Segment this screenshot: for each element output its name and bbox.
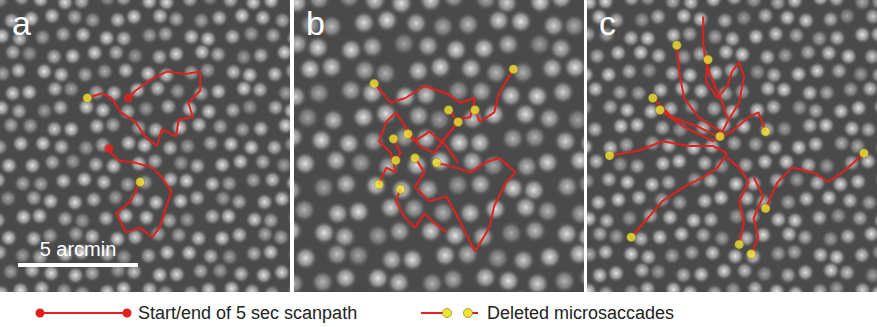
svg-text:b: b: [306, 4, 325, 42]
svg-text:Start/end of 5 sec scanpath: Start/end of 5 sec scanpath: [138, 303, 357, 323]
svg-text:a: a: [12, 4, 31, 42]
svg-text:c: c: [599, 4, 616, 42]
svg-text:Deleted microsaccades: Deleted microsaccades: [487, 303, 674, 323]
svg-text:5 arcmin: 5 arcmin: [40, 238, 117, 260]
